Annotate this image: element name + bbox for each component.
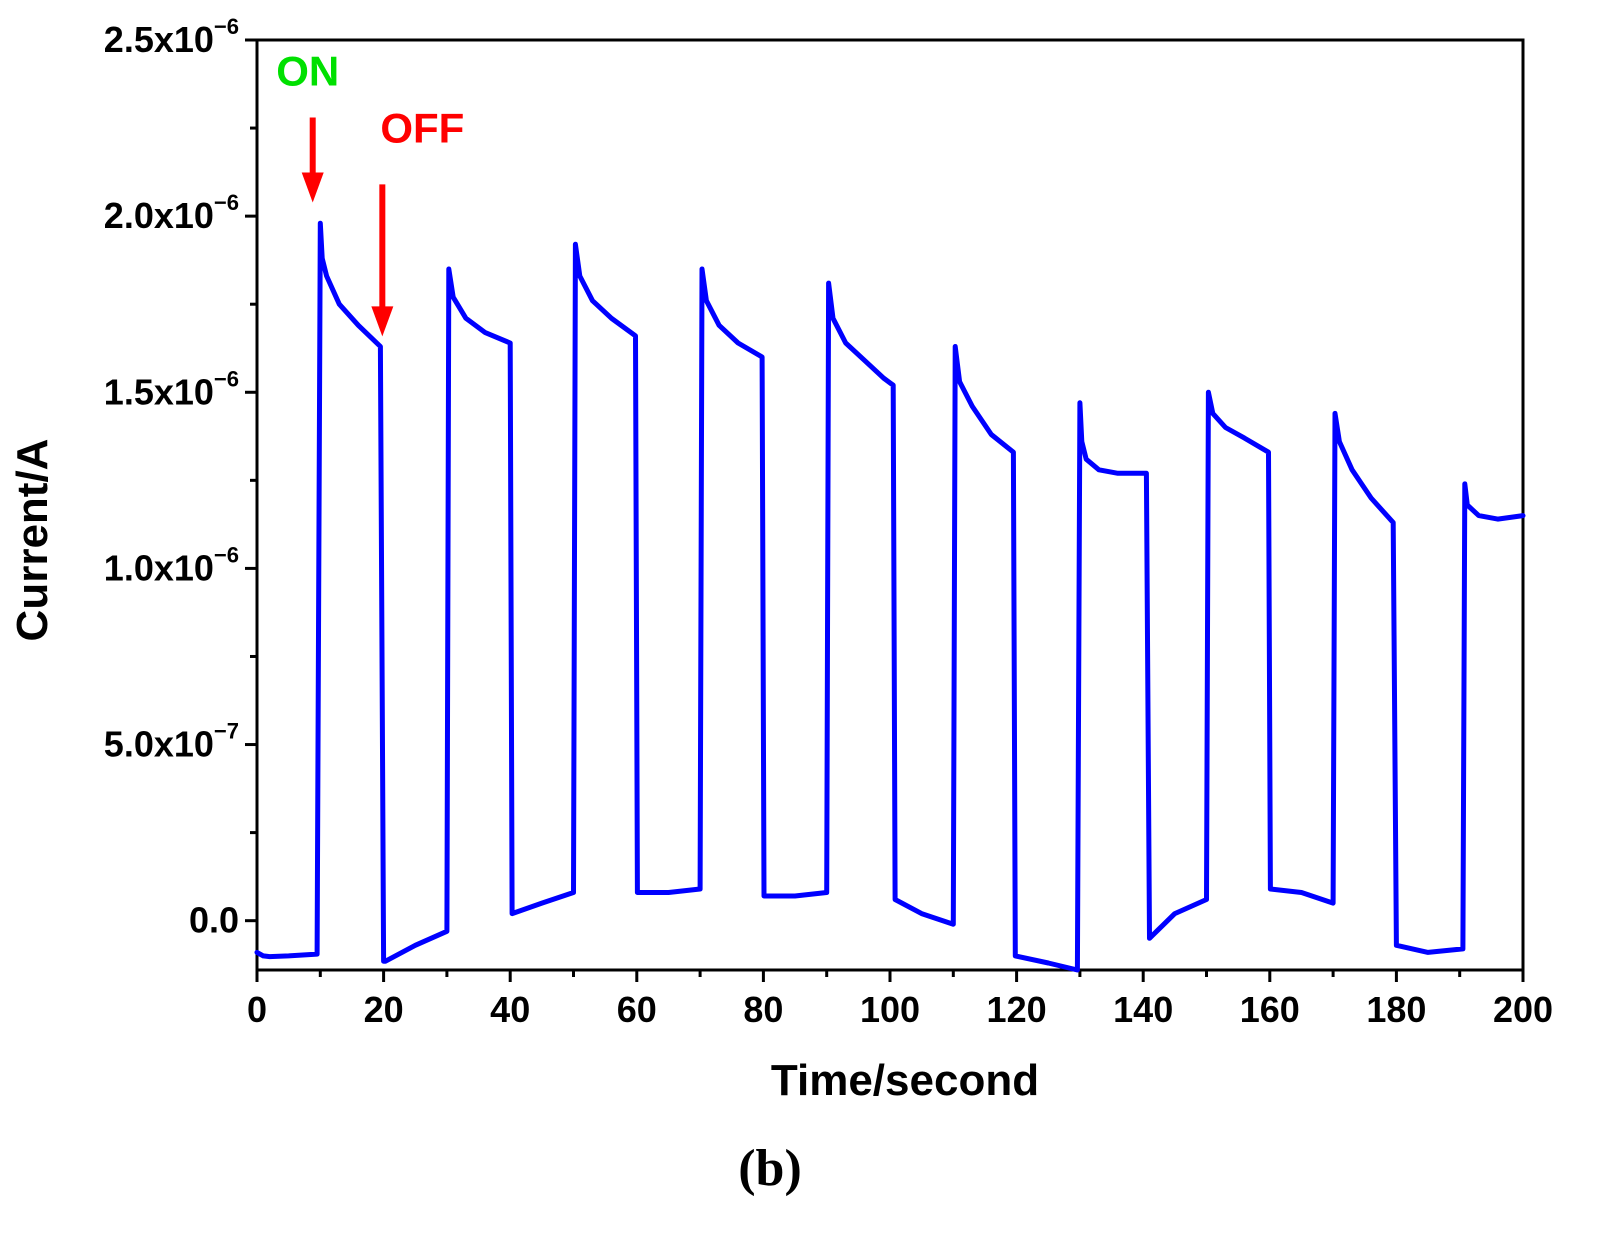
series-line-current xyxy=(254,220,1526,973)
y-tick-label: 1.0x10−6 xyxy=(104,542,239,588)
y-tick-label: 1.5x10−6 xyxy=(104,366,239,412)
x-tick-label: 200 xyxy=(1493,989,1553,1030)
x-tick-label: 40 xyxy=(490,989,530,1030)
x-tick-label: 160 xyxy=(1240,989,1300,1030)
y-tick-label: 2.5x10−6 xyxy=(104,14,239,60)
x-tick-label: 0 xyxy=(247,989,267,1030)
x-tick-label: 180 xyxy=(1366,989,1426,1030)
x-axis-title: Time/second xyxy=(771,1056,1039,1105)
x-tick-label: 100 xyxy=(860,989,920,1030)
y-tick-label: 2.0x10−6 xyxy=(104,190,239,236)
x-tick-label: 120 xyxy=(987,989,1047,1030)
annotation-label: OFF xyxy=(380,104,464,151)
x-tick-label: 60 xyxy=(617,989,657,1030)
panel-label: (b) xyxy=(738,1140,802,1197)
x-tick-label: 80 xyxy=(743,989,783,1030)
annotations: ON OFF xyxy=(276,48,464,337)
x-tick-label: 20 xyxy=(364,989,404,1030)
annotation-arrow-head xyxy=(371,306,394,337)
y-tick-label: 0.0 xyxy=(189,900,239,941)
y-axis-title: Current/A xyxy=(8,439,57,642)
y-tick-label: 5.0x10−7 xyxy=(104,719,239,765)
y-axis-ticks: 0.0 5.0x10−7 1.0x10−6 1.5x10−6 2.0x10−6 2.5x1… xyxy=(104,14,257,941)
annotation-label: ON xyxy=(276,48,339,95)
annotation-arrow-head xyxy=(301,172,324,203)
x-tick-label: 140 xyxy=(1113,989,1173,1030)
x-axis-ticks: 0 20 40 60 80 100 120 140 160 180 200 xyxy=(247,970,1553,1030)
